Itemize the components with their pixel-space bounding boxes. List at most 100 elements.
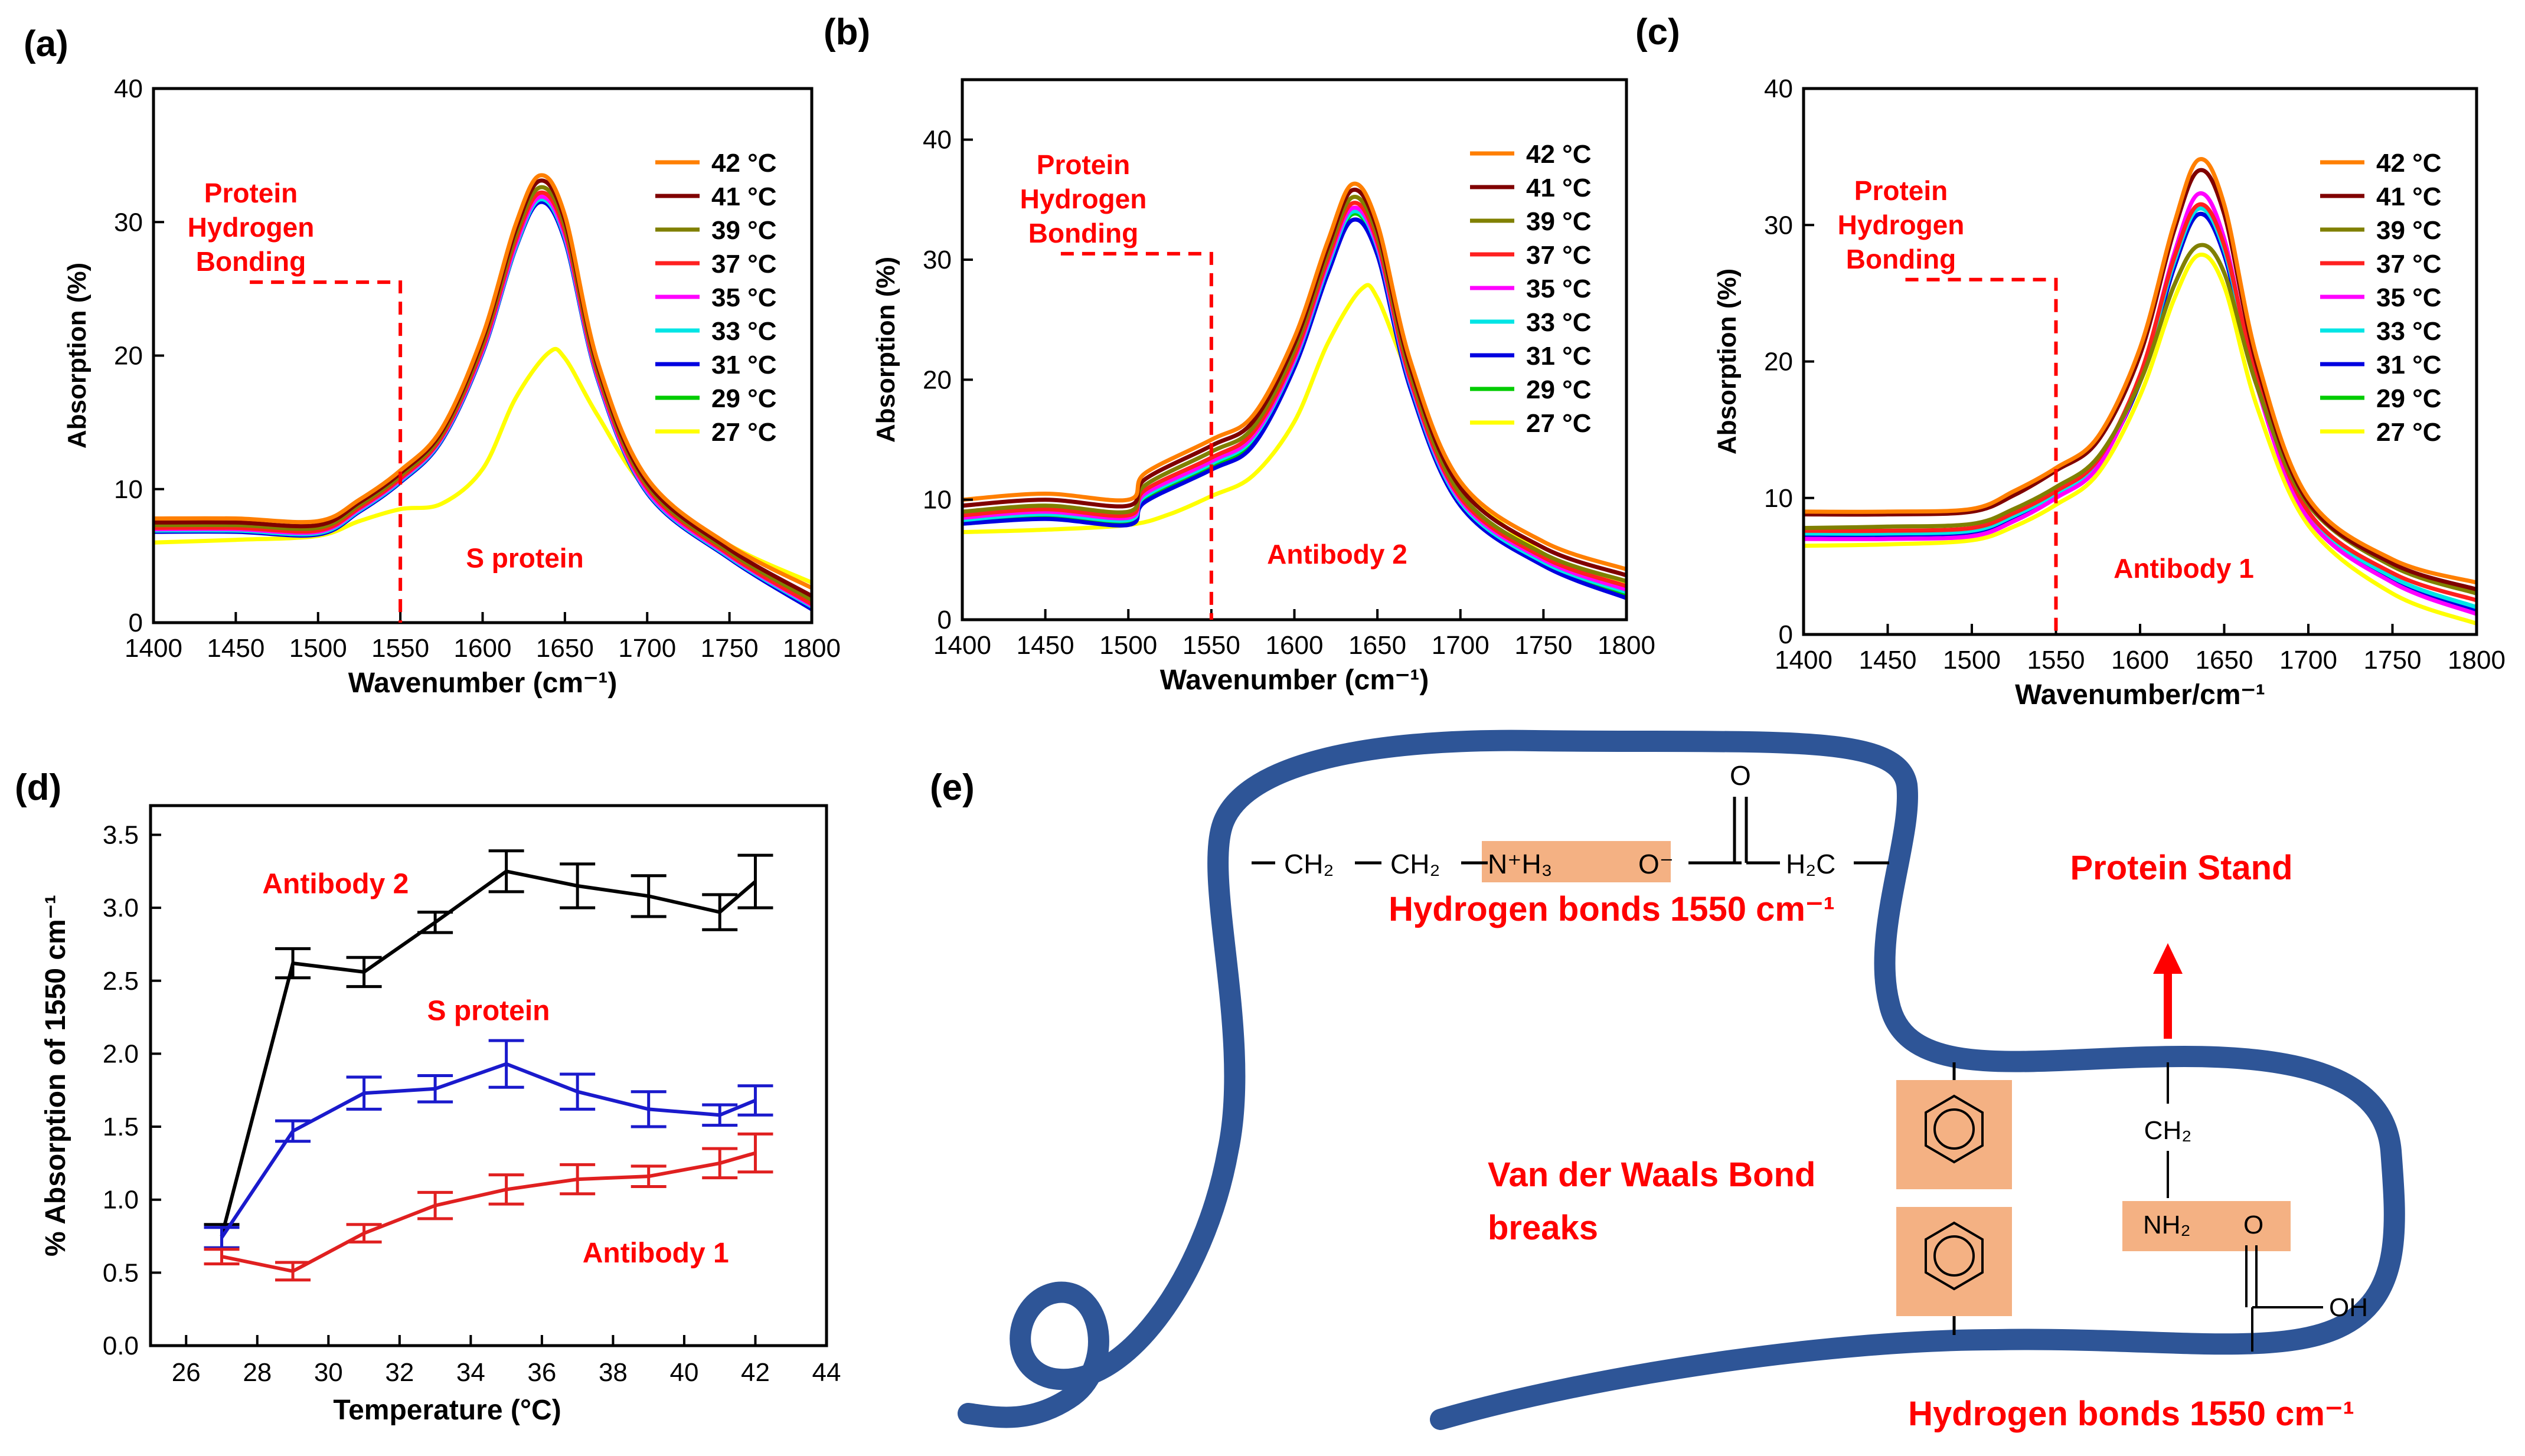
series-label: Antibody 1: [583, 1238, 729, 1269]
legend-label: 35 °C: [711, 283, 777, 312]
x-tick-label: 26: [172, 1358, 201, 1387]
x-tick-label: 1700: [2279, 646, 2337, 675]
x-tick-label: 36: [527, 1358, 556, 1387]
y-tick-label: 2.0: [103, 1039, 139, 1068]
annotation-label: Protein: [1854, 175, 1948, 206]
x-tick-label: 44: [812, 1358, 841, 1387]
legend-label: 35 °C: [2376, 283, 2442, 312]
panel-label-c: (c): [1635, 12, 1680, 53]
panel-label-d: (d): [15, 767, 61, 808]
y-axis-label: % Absorption of 1550 cm⁻¹: [40, 895, 71, 1257]
x-tick-label: 1450: [1859, 646, 1917, 675]
x-tick-label: 1800: [1598, 631, 1655, 660]
annotation-label: Bonding: [1846, 244, 1956, 274]
x-tick-label: 30: [314, 1358, 343, 1387]
legend-label: 33 °C: [711, 317, 777, 346]
y-tick-label: 40: [923, 126, 952, 155]
series-line: [153, 173, 813, 590]
y-axis-label: Absorption (%): [871, 257, 900, 443]
series-line: [962, 181, 1628, 571]
x-tick-label: 1500: [1943, 646, 2001, 675]
x-tick-label: 1450: [207, 634, 264, 663]
x-tick-label: 28: [243, 1358, 272, 1387]
nh2-highlight: [2122, 1201, 2291, 1251]
legend-label: 41 °C: [711, 182, 777, 211]
hydrogen-bonding-marker: [1905, 277, 2058, 634]
y-tick-label: 0.5: [103, 1258, 139, 1287]
x-tick-label: 1600: [1266, 631, 1324, 660]
side-ch2-label: CH₂: [2144, 1116, 2192, 1145]
x-tick-label: 1450: [1017, 631, 1074, 660]
legend-label: 27 °C: [711, 418, 777, 447]
temperature-panel-d: 26 28 30 32 34 36 38 40 42 44 0.0 0.5 1.0 1.5 2.0 2.5 3.…: [40, 804, 841, 1426]
series-line: [220, 1062, 756, 1239]
series-label: Antibody 2: [262, 868, 409, 899]
benzene-ring-icon: [1925, 1094, 1984, 1164]
series-line: [1803, 243, 2478, 596]
series-line: [220, 869, 757, 1237]
panel-label-b: (b): [824, 12, 870, 53]
legend-label: 31 °C: [711, 351, 777, 379]
panel-label-a: (a): [24, 24, 68, 64]
x-tick-label: 1650: [2196, 646, 2253, 675]
x-tick-label: 1550: [1183, 631, 1240, 660]
x-tick-label: 1400: [125, 634, 182, 663]
x-tick-label: 1500: [1099, 631, 1157, 660]
legend-label: 39 °C: [1526, 207, 1592, 236]
annotation-label: Bonding: [196, 246, 306, 277]
annotation-label: Hydrogen: [188, 212, 315, 243]
x-axis-label: Wavenumber/cm⁻¹: [2015, 679, 2265, 711]
y-tick-label: 1.5: [103, 1113, 139, 1141]
spectrum-panel-a: 1400 1450 1500 1550 1600 1650 1700 1750 1800 0 10 2…: [63, 74, 841, 699]
ring-highlight-bottom: [1896, 1207, 2012, 1316]
y-tick-label: 3.5: [103, 820, 139, 849]
series-line: [1803, 202, 2478, 603]
x-tick-label: 42: [741, 1358, 770, 1387]
x-tick-label: 1550: [371, 634, 429, 663]
x-tick-label: 1700: [618, 634, 676, 663]
side-o-label: O: [2243, 1210, 2263, 1239]
vdw-label-2: breaks: [1488, 1209, 1598, 1247]
legend-label: 29 °C: [1526, 375, 1592, 404]
h2c-label: H₂C: [1786, 849, 1835, 879]
hydrogen-bonding-marker: [250, 280, 403, 623]
annotation-label: Bonding: [1028, 218, 1139, 248]
nh3-highlight: [1482, 841, 1671, 882]
annotation-label: Hydrogen: [1020, 184, 1147, 214]
legend-label: 39 °C: [711, 216, 777, 245]
ch2-b-label: CH₂: [1390, 849, 1440, 879]
o-top-label: O: [1730, 760, 1751, 791]
sample-label: Antibody 1: [2114, 553, 2254, 584]
y-tick-label: 30: [114, 208, 143, 237]
panel-label-e: (e): [930, 767, 975, 808]
arrow-head-icon: [2153, 943, 2183, 974]
o-minus-label: O⁻: [1638, 849, 1674, 879]
protein-stand-label: Protein Stand: [2070, 849, 2292, 887]
side-nh2-label: NH₂: [2143, 1210, 2191, 1239]
x-tick-label: 1550: [2027, 646, 2085, 675]
vdw-label-1: Van der Waals Bond: [1488, 1156, 1815, 1194]
nh3-label: N⁺H₃: [1488, 849, 1552, 879]
annotation-label: Protein: [204, 178, 298, 208]
y-tick-label: 10: [114, 475, 143, 504]
schematic-panel-e: CH₂ CH₂ N⁺H₃ O⁻ O H₂C Hydrogen bonds 155…: [958, 729, 2405, 1433]
spectrum-panel-b: 1400 1450 1500 1550 1600 1650 1700 1750 1800 0 10 2…: [871, 78, 1655, 696]
y-tick-label: 40: [114, 74, 143, 103]
series-line: [962, 217, 1628, 600]
x-tick-label: 1800: [783, 634, 841, 663]
x-axis-label: Wavenumber (cm⁻¹): [1160, 665, 1429, 696]
legend-label: 29 °C: [711, 384, 777, 413]
legend-label: 41 °C: [1526, 174, 1592, 202]
side-oh-label: OH: [2329, 1293, 2368, 1322]
hydrogen-bonding-marker: [1060, 251, 1213, 620]
legend-label: 42 °C: [1526, 140, 1592, 169]
legend-label: 27 °C: [1526, 409, 1592, 438]
legend-label: 39 °C: [2376, 216, 2442, 245]
x-tick-label: 1800: [2448, 646, 2506, 675]
legend-label: 42 °C: [711, 149, 777, 178]
x-axis-label: Temperature (°C): [333, 1395, 561, 1426]
series-line: [1803, 157, 2477, 585]
y-tick-label: 2.5: [103, 967, 139, 996]
